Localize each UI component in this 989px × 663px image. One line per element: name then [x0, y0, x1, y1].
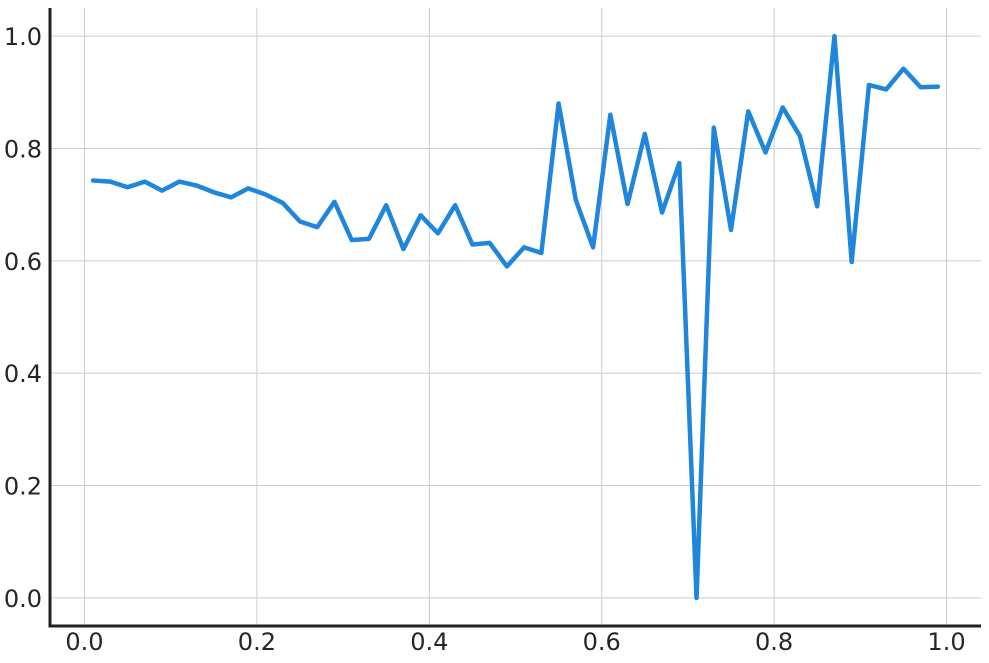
- y-tick-label: 0.8: [4, 135, 42, 163]
- y-tick-label: 1.0: [4, 23, 42, 51]
- x-tick-label: 0.4: [410, 628, 448, 656]
- x-tick-label: 0.8: [755, 628, 793, 656]
- axes: [48, 8, 981, 628]
- x-tick-label: 0.6: [583, 628, 621, 656]
- grid: [50, 8, 981, 626]
- series-line: [90, 33, 941, 601]
- x-tick-label: 0.0: [65, 628, 103, 656]
- tick-labels: 0.0 0.2 0.4 0.6 0.8 1.0 0.0 0.2 0.4 0.6 0.8 1.0: [4, 23, 966, 656]
- series-layer: [90, 33, 941, 601]
- y-tick-label: 0.2: [4, 473, 42, 501]
- x-tick-label: 0.2: [238, 628, 276, 656]
- y-tick-label: 0.6: [4, 248, 42, 276]
- y-tick-label: 0.4: [4, 360, 42, 388]
- x-tick-label: 1.0: [927, 628, 965, 656]
- y-tick-label: 0.0: [4, 585, 42, 613]
